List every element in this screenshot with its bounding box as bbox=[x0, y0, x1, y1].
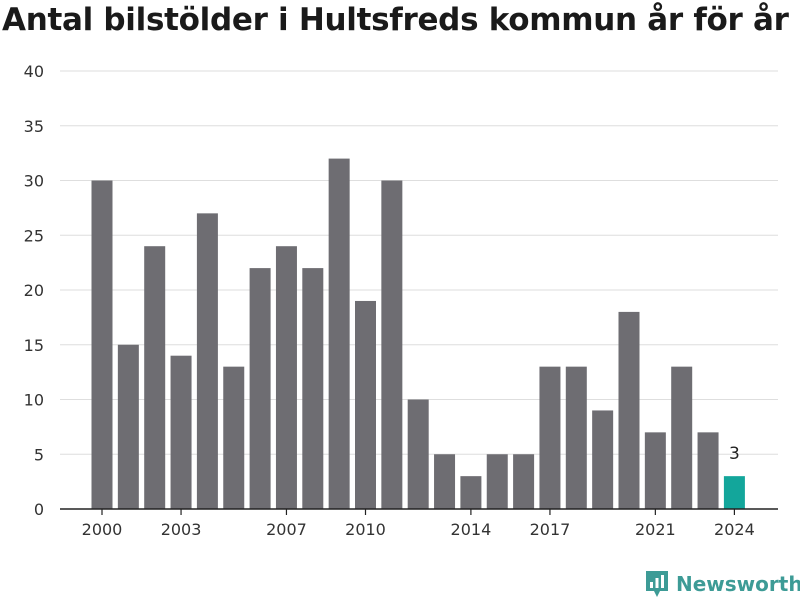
y-tick-label: 30 bbox=[24, 172, 44, 191]
bar-2014 bbox=[460, 476, 482, 509]
bar-2012 bbox=[407, 399, 429, 509]
y-tick-label: 20 bbox=[24, 281, 44, 300]
y-tick-label: 15 bbox=[24, 336, 44, 355]
bars bbox=[91, 158, 745, 509]
bar-2022 bbox=[671, 366, 693, 509]
bar-2005 bbox=[223, 366, 245, 509]
y-axis-ticks: 0 5 10 15 20 25 30 35 40 bbox=[24, 62, 44, 519]
bar-2009 bbox=[328, 158, 350, 509]
bar-2018 bbox=[565, 366, 587, 509]
y-tick-label: 0 bbox=[34, 500, 44, 519]
x-tick-label: 2021 bbox=[635, 520, 676, 539]
bar-2017 bbox=[539, 366, 561, 509]
bar-2015 bbox=[486, 454, 508, 509]
brand-logo: Newsworthy bbox=[644, 568, 800, 600]
bar-chart-pin-icon bbox=[646, 571, 668, 597]
bar-2004 bbox=[196, 213, 218, 509]
y-tick-label: 35 bbox=[24, 117, 44, 136]
bar-2023 bbox=[697, 432, 719, 509]
bar-2007 bbox=[275, 246, 297, 509]
bar-2001 bbox=[117, 344, 139, 509]
x-tick-label: 2017 bbox=[530, 520, 571, 539]
x-tick-label: 2010 bbox=[345, 520, 386, 539]
bar-2002 bbox=[144, 246, 166, 509]
chart-title: Antal bilstölder i Hultsfreds kommun år … bbox=[2, 2, 789, 38]
x-tick-label: 2000 bbox=[82, 520, 123, 539]
gridlines bbox=[60, 70, 778, 455]
bar-2000 bbox=[91, 180, 113, 509]
bar-2024 bbox=[723, 476, 745, 509]
bar-2019 bbox=[592, 410, 614, 509]
bar-2016 bbox=[513, 454, 535, 509]
bar-2008 bbox=[302, 268, 324, 509]
x-axis-ticks: 2000 2003 2007 2010 2014 2017 2021 2024 bbox=[82, 509, 755, 539]
x-tick-label: 2014 bbox=[451, 520, 492, 539]
value-label-2024: 3 bbox=[729, 444, 740, 464]
y-tick-label: 10 bbox=[24, 391, 44, 410]
y-tick-label: 5 bbox=[34, 445, 44, 464]
bar-2010 bbox=[355, 300, 376, 509]
bar-2013 bbox=[434, 454, 456, 509]
x-tick-label: 2007 bbox=[266, 520, 307, 539]
y-tick-label: 25 bbox=[24, 226, 44, 245]
x-tick-label: 2003 bbox=[161, 520, 202, 539]
y-tick-label: 40 bbox=[24, 62, 44, 81]
bar-2020 bbox=[618, 311, 640, 509]
bar-2003 bbox=[170, 355, 192, 509]
brand-name: Newsworthy bbox=[676, 572, 800, 596]
value-labels: 3 bbox=[729, 444, 740, 464]
bar-2021 bbox=[644, 432, 666, 509]
bar-2006 bbox=[249, 268, 271, 509]
bar-chart: 0 5 10 15 20 25 30 35 40 2000 2003 2007 2010 2014 201… bbox=[24, 62, 778, 539]
bar-2011 bbox=[381, 180, 403, 509]
x-tick-label: 2024 bbox=[714, 520, 755, 539]
